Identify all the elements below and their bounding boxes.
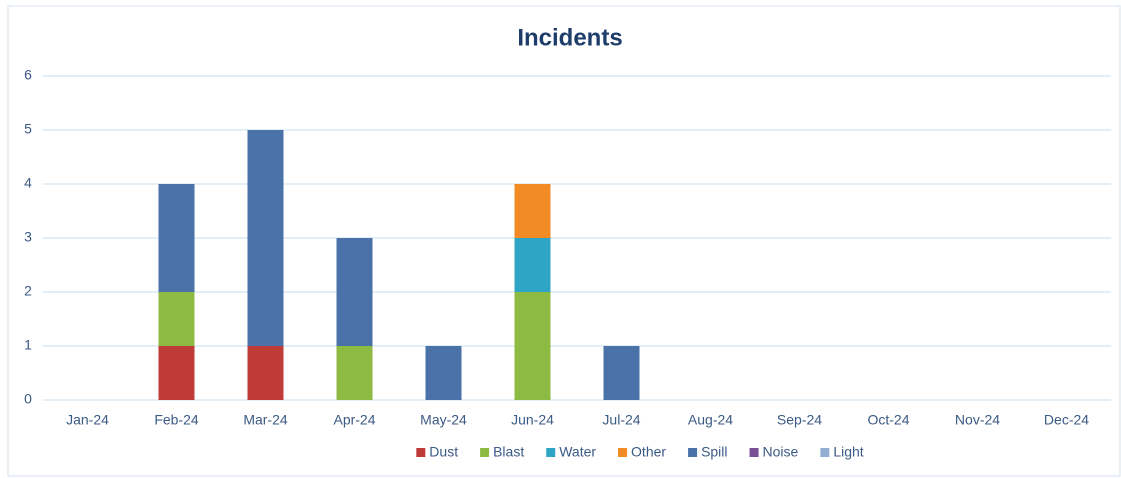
bar-segment — [336, 238, 373, 346]
bar-segment — [158, 184, 195, 292]
legend-swatch — [688, 448, 698, 457]
y-tick-label: 1 — [24, 337, 32, 353]
x-tick-label: Jan-24 — [66, 412, 109, 428]
x-tick-label: Dec-24 — [1044, 412, 1089, 428]
legend-item: Spill — [688, 444, 728, 460]
y-tick-label: 3 — [24, 229, 32, 245]
legend-item: Blast — [480, 444, 524, 460]
legend-swatch — [416, 448, 426, 457]
y-tick-label: 6 — [24, 67, 32, 83]
legend-swatch — [480, 448, 490, 457]
legend-label: Noise — [763, 444, 799, 460]
y-tick-label: 2 — [24, 283, 32, 299]
legend-item: Other — [618, 444, 666, 460]
legend-label: Other — [631, 444, 666, 460]
legend-item: Noise — [749, 444, 799, 460]
bar-segment — [514, 184, 551, 238]
bar-segment — [425, 346, 462, 400]
legend-swatch — [820, 448, 830, 457]
bar-segment — [158, 346, 195, 400]
x-tick-label: Apr-24 — [333, 412, 375, 428]
bar-segment — [247, 346, 284, 400]
bar-segment — [247, 130, 284, 346]
bar-segment — [603, 346, 640, 400]
y-tick-label: 0 — [24, 391, 32, 407]
legend-item: Dust — [416, 444, 458, 460]
legend-swatch — [749, 448, 759, 457]
legend-item: Water — [546, 444, 596, 460]
x-tick-label: Sep-24 — [777, 412, 822, 428]
bar-segment — [158, 292, 195, 346]
y-tick-label: 4 — [24, 175, 32, 191]
bar-segment — [336, 346, 373, 400]
x-tick-label: Mar-24 — [243, 412, 288, 428]
chart-title: Incidents — [517, 24, 622, 51]
legend-label: Spill — [701, 444, 727, 460]
legend-label: Dust — [429, 444, 458, 460]
legend-swatch — [618, 448, 628, 457]
legend-label: Water — [559, 444, 596, 460]
bar-segment — [514, 238, 551, 292]
x-tick-label: Oct-24 — [867, 412, 909, 428]
x-tick-label: Jul-24 — [602, 412, 640, 428]
x-tick-label: May-24 — [420, 412, 467, 428]
legend-label: Light — [833, 444, 863, 460]
x-tick-label: Nov-24 — [955, 412, 1000, 428]
y-tick-label: 5 — [24, 121, 32, 137]
x-tick-label: Jun-24 — [511, 412, 554, 428]
legend-label: Blast — [493, 444, 524, 460]
legend-item: Light — [820, 444, 864, 460]
legend-swatch — [546, 448, 556, 457]
chart-border — [7, 5, 1121, 477]
x-tick-label: Feb-24 — [154, 412, 199, 428]
bar-segment — [514, 292, 551, 400]
x-tick-label: Aug-24 — [688, 412, 733, 428]
